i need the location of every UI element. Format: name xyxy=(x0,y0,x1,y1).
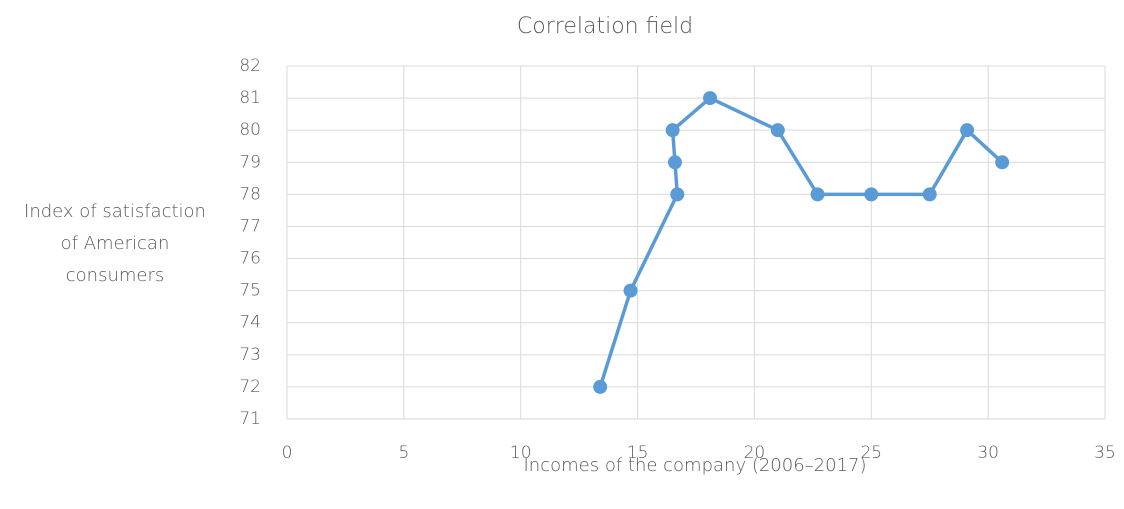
x-tick-label: 30 xyxy=(977,443,999,463)
y-tick-label: 74 xyxy=(239,313,261,333)
data-point xyxy=(665,123,680,138)
x-tick-label: 10 xyxy=(510,443,532,463)
y-tick-label: 71 xyxy=(239,409,261,429)
data-point xyxy=(623,283,638,298)
data-point xyxy=(995,155,1010,170)
y-tick-label: 73 xyxy=(239,345,261,365)
series-line xyxy=(598,96,1004,388)
chart-title: Correlation field xyxy=(517,14,693,39)
y-tick-label: 81 xyxy=(239,88,261,108)
y-tick-label: 72 xyxy=(239,377,261,397)
y-tick-label: 82 xyxy=(239,56,261,76)
x-tick-label: 15 xyxy=(627,443,649,463)
data-point xyxy=(667,155,682,170)
y-axis-label: of American xyxy=(61,233,170,254)
data-point xyxy=(810,187,825,202)
y-tick-label: 79 xyxy=(239,152,261,172)
data-point xyxy=(770,123,785,138)
x-tick-label: 20 xyxy=(744,443,766,463)
y-tick-label: 78 xyxy=(239,184,261,204)
y-tick-label: 76 xyxy=(239,249,261,269)
data-point xyxy=(593,379,608,394)
y-axis-label: consumers xyxy=(66,265,165,286)
data-point xyxy=(670,187,685,202)
data-point xyxy=(864,187,879,202)
data-point xyxy=(960,123,975,138)
y-tick-label: 75 xyxy=(239,281,261,301)
x-axis-label: Incomes of the company (2006–2017) xyxy=(523,455,866,476)
y-tick-label: 80 xyxy=(239,120,261,140)
y-tick-label: 77 xyxy=(239,216,261,236)
x-tick-label: 0 xyxy=(282,443,293,463)
x-tick-label: 5 xyxy=(398,443,409,463)
data-point xyxy=(922,187,937,202)
data-point xyxy=(703,91,718,106)
y-axis-label: Index of satisfaction xyxy=(24,201,206,222)
x-tick-label: 35 xyxy=(1094,443,1116,463)
x-tick-label: 25 xyxy=(860,443,882,463)
